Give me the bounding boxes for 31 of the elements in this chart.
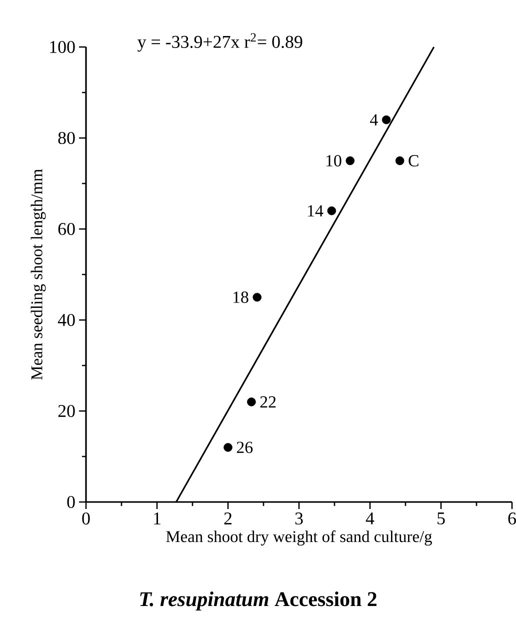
annotation: 14: [308, 205, 324, 216]
point: [247, 398, 256, 406]
y-tick-label: 0: [67, 496, 75, 508]
point: [252, 292, 262, 302]
point: [327, 206, 336, 216]
point: [382, 115, 391, 124]
x-axis-title: Mean shoot dry weight of sand culture/g: [166, 530, 432, 546]
annotation: 26: [236, 442, 253, 454]
annotation: 4: [370, 114, 378, 126]
point: [346, 156, 355, 166]
y-tick-label: 40: [58, 314, 75, 326]
y-tick-label: 60: [58, 222, 75, 236]
x-tick-label: 6: [508, 512, 516, 525]
y-tick-label: 100: [50, 40, 75, 54]
annotation: 18: [233, 292, 248, 303]
x-tick-label: 1: [154, 512, 160, 524]
point: [224, 443, 232, 452]
x-tick-label: 3: [295, 512, 303, 525]
point: [395, 156, 404, 166]
annotation: C: [408, 155, 418, 166]
x-tick-label: 4: [366, 512, 374, 524]
y-tick-label: 80: [58, 132, 75, 144]
y-axis-title: Mean seedling shoot length/mm: [30, 169, 46, 380]
annotation: y = -33.9+27x r$^{2}$= 0.89: [138, 33, 302, 52]
x-tick-label: 0: [82, 512, 90, 525]
x-tick-label: 5: [438, 512, 445, 524]
text: T. resupinatum Accession 2: [140, 592, 376, 610]
annotation: 10: [326, 155, 342, 166]
y-tick-label: 20: [58, 404, 75, 418]
x-tick-label: 2: [224, 512, 232, 524]
annotation: 22: [260, 396, 276, 408]
